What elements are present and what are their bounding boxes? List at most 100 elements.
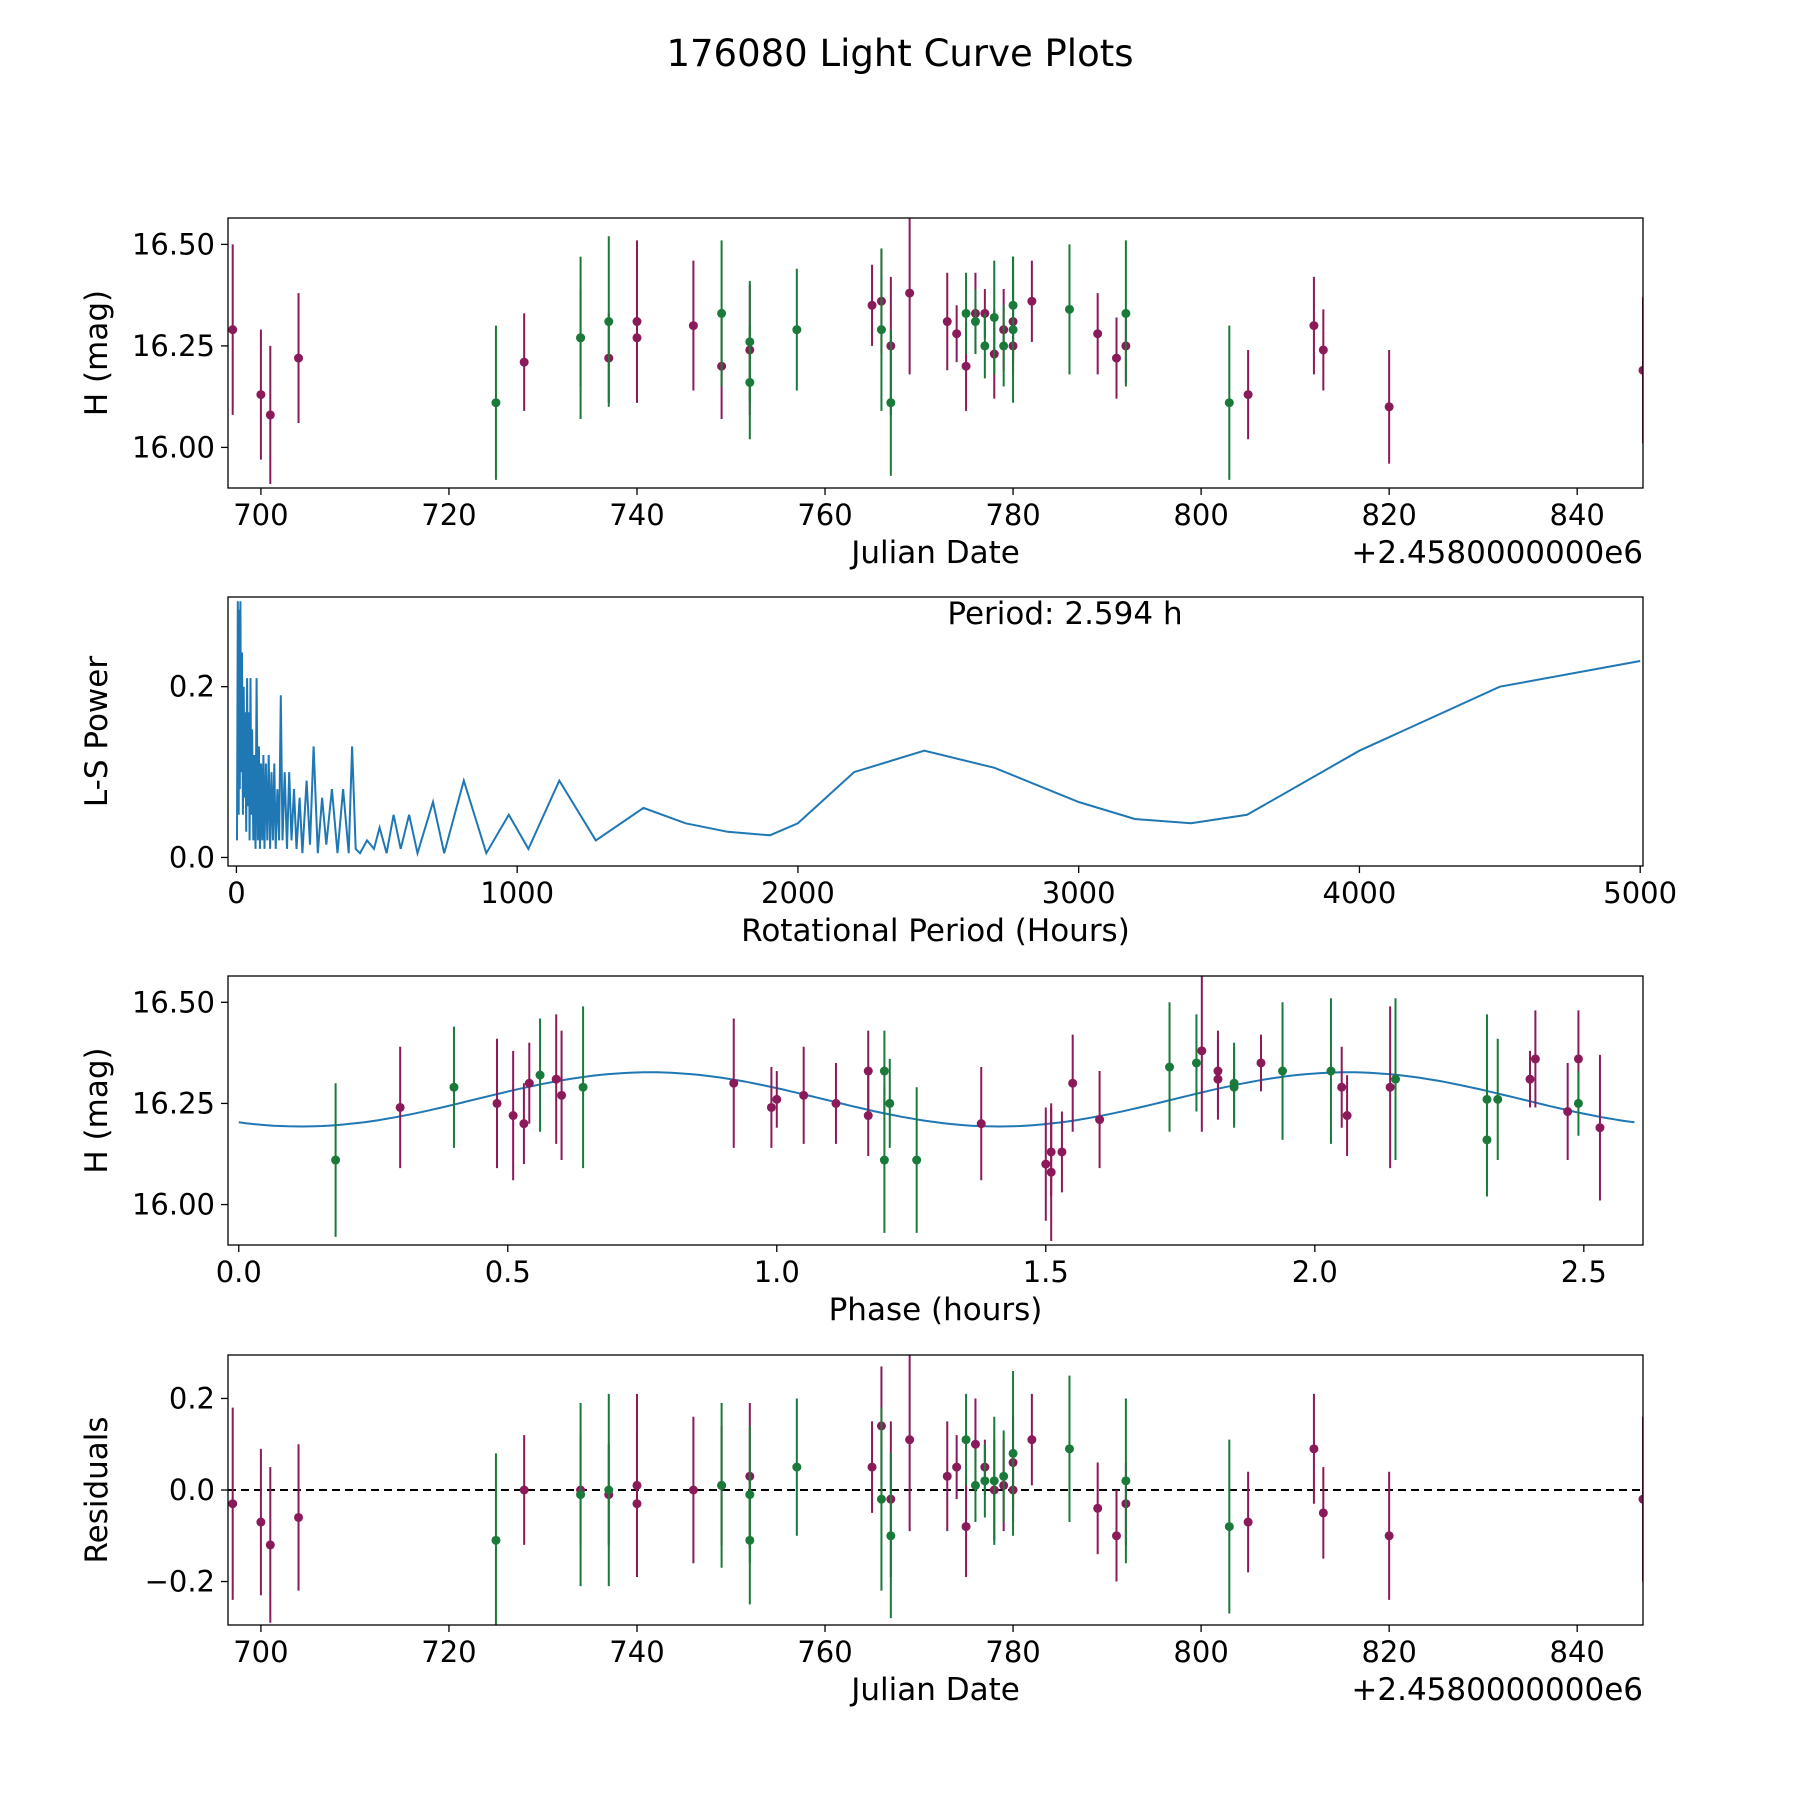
data-point-g	[1064, 304, 1074, 314]
data-point-r	[1256, 1058, 1266, 1068]
data-point-r	[1213, 1074, 1223, 1084]
data-point-r	[508, 1111, 518, 1121]
data-point-g	[999, 341, 1009, 351]
data-point-r	[1243, 390, 1253, 400]
data-point-g	[792, 1462, 802, 1472]
data-point-r	[632, 1499, 642, 1509]
data-point-r	[1384, 402, 1394, 412]
x-tick-label: 2.5	[1561, 1255, 1607, 1289]
x-tick-label: 740	[609, 498, 664, 532]
y-axis-label: L-S Power	[79, 656, 115, 807]
data-point-g	[1482, 1094, 1492, 1104]
data-point-g	[535, 1070, 545, 1080]
x-tick-label: 1.0	[754, 1255, 800, 1289]
data-point-r	[905, 1435, 915, 1445]
data-point-g	[1326, 1066, 1336, 1076]
data-point-r	[519, 1119, 529, 1129]
data-point-g	[576, 333, 586, 343]
data-point-r	[1068, 1078, 1078, 1088]
data-point-g	[970, 1480, 980, 1490]
data-point-r	[256, 390, 266, 400]
data-point-g	[1008, 300, 1018, 310]
data-point-g	[1008, 1448, 1018, 1458]
x-tick-label: 780	[985, 498, 1040, 532]
phased-lightcurve-panel: 0.0 0.5 1.0 1.5 2.0 2.5 16.00 16.25 16.50 Phase (…	[79, 975, 1644, 1328]
x-tick-label: 700	[233, 498, 288, 532]
data-point-g	[999, 1471, 1009, 1481]
data-point-r	[867, 1462, 877, 1472]
data-point-r	[519, 1485, 529, 1495]
data-point-r	[1057, 1147, 1067, 1157]
data-point-r	[729, 1078, 739, 1088]
x-offset-label: +2.4580000000e6	[1351, 1672, 1643, 1708]
data-point-r	[1318, 345, 1328, 355]
data-point-g	[961, 1435, 971, 1445]
data-point-r	[557, 1090, 567, 1100]
data-point-r	[395, 1102, 405, 1112]
x-tick-label: 840	[1550, 1635, 1605, 1669]
data-point-r	[1318, 1508, 1328, 1518]
x-tick-label: 760	[797, 1635, 852, 1669]
data-point-r	[799, 1090, 809, 1100]
x-offset-label: +2.4580000000e6	[1351, 535, 1643, 571]
periodogram-panel: 0 1000 2000 3000 4000 5000 0.0 0.2 Rotational Pe…	[79, 596, 1677, 949]
period-annotation: Period: 2.594 h	[947, 596, 1182, 632]
data-point-g	[1229, 1078, 1239, 1088]
y-tick-label: 0.0	[169, 1473, 215, 1507]
data-point-r	[688, 1485, 698, 1495]
data-point-g	[491, 398, 501, 408]
data-point-r	[961, 1522, 971, 1532]
data-point-r	[1384, 1531, 1394, 1541]
data-point-g	[1064, 1444, 1074, 1454]
axes-frame	[227, 217, 1644, 489]
data-point-g	[912, 1155, 922, 1165]
x-tick-label: 0.5	[485, 1255, 531, 1289]
data-point-r	[688, 321, 698, 331]
x-tick-label: 5000	[1603, 876, 1677, 910]
plot-area	[236, 601, 1641, 858]
data-point-r	[905, 288, 915, 298]
y-axis-label: H (mag)	[79, 1047, 115, 1173]
x-tick-label: 1000	[480, 876, 554, 910]
data-point-g	[885, 1098, 895, 1108]
x-tick-label: 0.0	[216, 1255, 262, 1289]
data-point-g	[1121, 1476, 1131, 1486]
data-point-g	[879, 1066, 889, 1076]
data-point-g	[989, 1476, 999, 1486]
data-point-r	[766, 1102, 776, 1112]
data-point-r	[551, 1074, 561, 1084]
data-point-r	[1111, 353, 1121, 363]
x-tick-label: 720	[421, 1635, 476, 1669]
y-tick-label: 16.00	[132, 430, 215, 464]
data-point-r	[632, 333, 642, 343]
data-point-g	[578, 1082, 588, 1092]
data-point-r	[256, 1517, 266, 1527]
data-point-g	[792, 325, 802, 335]
plot-area	[228, 1355, 1643, 1625]
model-fit-curve	[238, 1071, 1635, 1128]
x-tick-label: 3000	[1042, 876, 1116, 910]
x-tick-label: 780	[985, 1635, 1040, 1669]
data-point-g	[745, 337, 755, 347]
data-point-g	[961, 308, 971, 318]
data-point-r	[1093, 329, 1103, 339]
data-point-r	[961, 361, 971, 371]
data-point-r	[294, 353, 304, 363]
data-point-r	[1573, 1054, 1583, 1064]
data-point-g	[717, 308, 727, 318]
x-tick-label: 800	[1173, 498, 1228, 532]
data-point-g	[1391, 1074, 1401, 1084]
data-point-g	[876, 1494, 886, 1504]
lightcurve-panel: 700 720 740 760 780 800 820 840 16.00 16.25 16.50 J…	[79, 217, 1644, 571]
data-point-g	[886, 1531, 896, 1541]
periodogram-line	[236, 601, 1641, 858]
y-tick-label: 0.0	[169, 840, 215, 874]
data-point-g	[1573, 1098, 1583, 1108]
data-point-r	[867, 300, 877, 310]
data-point-r	[1309, 1444, 1319, 1454]
x-tick-label: 800	[1173, 1635, 1228, 1669]
x-tick-label: 2.0	[1292, 1255, 1338, 1289]
x-tick-label: 820	[1361, 498, 1416, 532]
data-point-r	[942, 1471, 952, 1481]
